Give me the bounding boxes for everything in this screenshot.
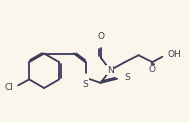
Text: S: S: [83, 80, 88, 89]
Text: OH: OH: [167, 50, 181, 59]
Text: Cl: Cl: [4, 83, 13, 92]
Text: O: O: [149, 65, 156, 74]
Text: O: O: [97, 32, 104, 41]
Text: S: S: [124, 73, 130, 82]
Text: N: N: [107, 66, 114, 75]
